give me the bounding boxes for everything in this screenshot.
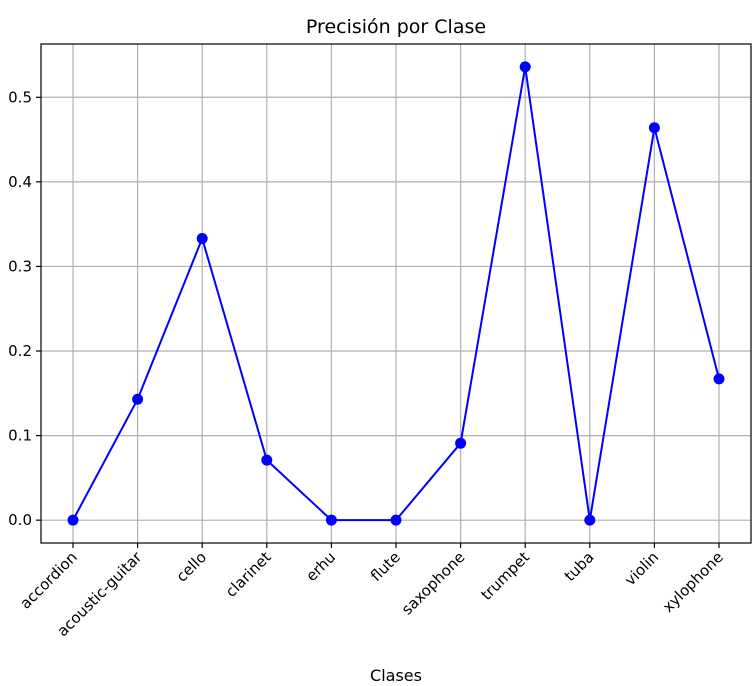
data-point [390, 514, 402, 526]
x-tick-label: cello [173, 548, 210, 585]
x-tick-label: saxophone [398, 548, 468, 618]
x-tick-label: trumpet [477, 548, 533, 604]
y-tick-label: 0.3 [8, 257, 32, 275]
data-point [455, 437, 467, 449]
y-tick-label: 0.0 [8, 511, 32, 529]
x-tick-label: clarinet [222, 548, 275, 601]
chart-title: Precisión por Clase [306, 16, 486, 38]
data-point [196, 233, 208, 245]
x-tick-label: erhu [302, 548, 339, 585]
y-tick-label: 0.1 [8, 427, 32, 445]
grid [41, 44, 751, 543]
series-group [67, 61, 725, 526]
x-axis-label: Clases [370, 666, 422, 685]
x-tick-label: violin [621, 548, 662, 589]
data-point [519, 61, 531, 73]
y-tick-label: 0.2 [8, 342, 32, 360]
x-tick-label: accordion [16, 548, 80, 612]
data-point [132, 393, 144, 405]
x-tick-label: xylophone [659, 548, 727, 616]
y-ticks: 0.0 0.1 0.2 0.3 0.4 0.5 [8, 88, 41, 529]
data-point [325, 514, 337, 526]
data-point [261, 454, 273, 466]
x-tick-label: flute [367, 548, 404, 585]
x-tick-label: tuba [561, 548, 598, 585]
data-point [67, 514, 79, 526]
data-point [584, 514, 596, 526]
data-point [713, 373, 725, 385]
data-point [648, 122, 660, 134]
y-tick-label: 0.4 [8, 173, 32, 191]
y-tick-label: 0.5 [8, 88, 32, 106]
